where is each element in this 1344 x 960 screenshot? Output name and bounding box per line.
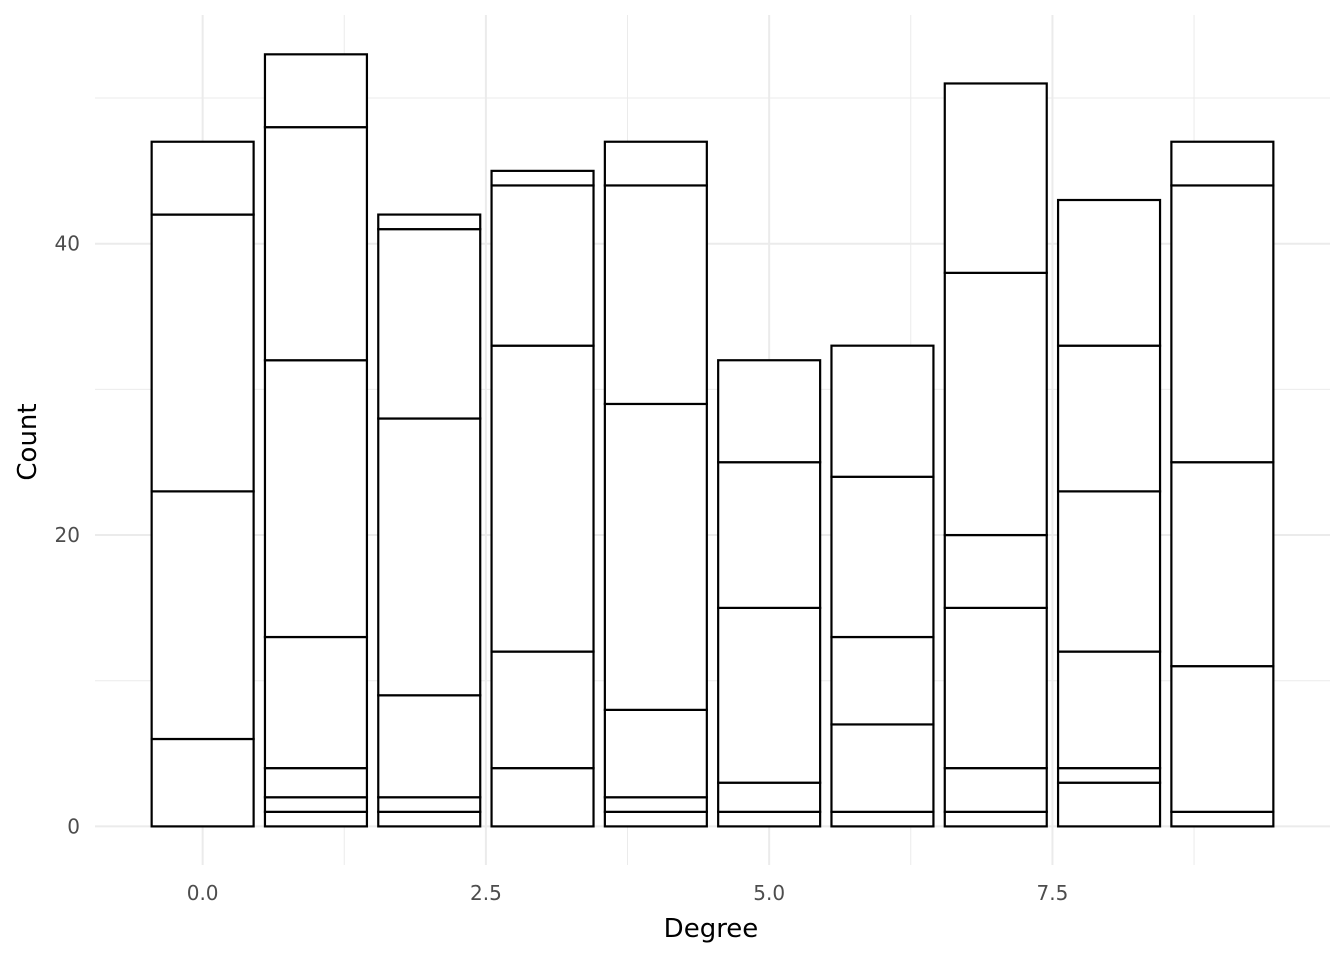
bar-segment [377,417,482,697]
bar-segment [717,810,822,828]
bar-segment [943,606,1048,770]
bar-stack [717,359,822,828]
x-tick-label: 7.5 [1037,881,1069,905]
bar-segment [603,796,708,813]
x-tick-label: 2.5 [470,881,502,905]
bar-segment [377,810,482,828]
bar-segment [490,184,595,347]
x-axis-title: Degree [664,914,759,944]
bar-segment [263,810,369,828]
y-tick-label: 40 [55,232,80,256]
bar-segment [603,402,708,711]
bar-segment [943,810,1048,828]
bar-segment [263,796,369,813]
bar-stack [1170,140,1275,828]
bar-segment [377,796,482,813]
bar-segment [830,475,935,639]
bar-stack [263,53,369,828]
bar-segment [150,737,255,828]
bar-segment [1170,665,1275,813]
bar-segment [150,140,255,216]
bar-segment [830,723,935,813]
bar-stack [603,140,708,828]
x-tick-label: 0.0 [187,881,219,905]
bar-segment [830,810,935,828]
y-tick-label: 20 [55,523,80,547]
bar-segment [943,82,1048,274]
bar-segment [1056,344,1162,493]
bar-segment [830,635,935,726]
bar-segment [1170,140,1275,187]
bar-stack [943,82,1048,828]
bar-segment [1170,461,1275,668]
bar-segment [150,490,255,741]
bar-segment [377,694,482,799]
bar-segment [717,359,822,464]
y-tick-label: 0 [67,814,80,838]
bar-segment [263,767,369,799]
bar-stack [150,140,255,828]
bar-stack [830,344,935,828]
bar-segment [1170,184,1275,464]
bar-segment [263,359,369,639]
bar-segment [717,606,822,784]
x-tick-label: 5.0 [753,881,785,905]
bar-segment [603,708,708,799]
bar-stack [1056,198,1162,828]
bar-segment [150,213,255,493]
bar-segment [263,53,369,129]
bar-segment [377,213,482,231]
bar-segment [943,767,1048,813]
bar-segment [717,781,822,813]
bar-series [150,53,1275,828]
bar-segment [377,228,482,420]
bar-segment [830,344,935,478]
bar-segment [717,461,822,609]
bar-segment [1056,767,1162,784]
bar-segment [1056,650,1162,770]
bar-segment [1056,198,1162,347]
bar-segment [1056,781,1162,828]
bar-segment [1056,490,1162,653]
bar-segment [490,767,595,828]
bar-segment [490,344,595,653]
bar-segment [490,169,595,187]
bar-stack [377,213,482,828]
bar-segment [603,810,708,828]
y-axis-ticks: 0 20 40 [55,232,80,839]
bar-segment [603,184,708,406]
bar-segment [943,533,1048,609]
bar-segment [603,140,708,187]
bar-segment [490,650,595,770]
bar-segment [1170,810,1275,828]
bar-segment [943,271,1048,537]
y-axis-title: Count [13,403,43,480]
bar-segment [263,635,369,770]
bar-stack [490,169,595,828]
x-axis-ticks: 0.0 2.5 5.0 7.5 [187,881,1069,905]
bar-segment [263,126,369,362]
